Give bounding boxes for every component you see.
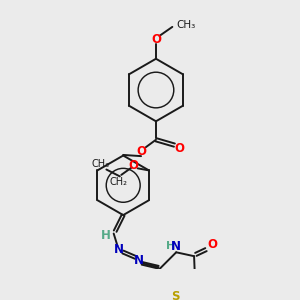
Text: H: H: [166, 241, 175, 251]
Text: O: O: [128, 159, 138, 172]
Text: N: N: [134, 254, 143, 267]
Text: O: O: [136, 145, 146, 158]
Text: CH₂: CH₂: [109, 177, 127, 187]
Text: N: N: [114, 242, 124, 256]
Text: O: O: [207, 238, 217, 251]
Text: H: H: [100, 229, 110, 242]
Text: O: O: [174, 142, 184, 154]
Text: S: S: [171, 290, 180, 300]
Text: CH₃: CH₃: [176, 20, 196, 29]
Text: CH₃: CH₃: [92, 159, 110, 169]
Text: O: O: [151, 33, 161, 46]
Text: N: N: [171, 240, 181, 254]
